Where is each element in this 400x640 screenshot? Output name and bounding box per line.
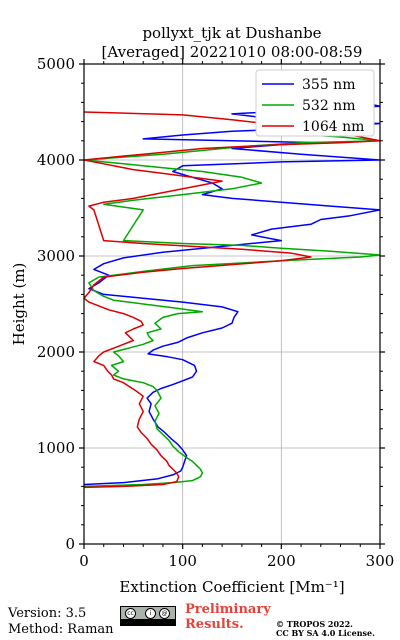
chart-title-line2: [Averaged] 20221010 08:00-08:59 bbox=[102, 43, 363, 61]
y-tick-label-0: 0 bbox=[65, 535, 75, 553]
copyright-notice: © TROPOS 2022. CC BY SA 4.0 License. bbox=[276, 619, 375, 638]
cc-by-sa-icon: cc i @ bbox=[120, 606, 176, 626]
legend: 355 nm 532 nm 1064 nm bbox=[255, 69, 375, 137]
series-line-2 bbox=[84, 111, 380, 489]
preliminary-notice: Preliminary Results. bbox=[185, 602, 271, 632]
x-tick-label-3: 300 bbox=[366, 552, 395, 570]
x-axis-label: Extinction Coefficient [Mm⁻¹] bbox=[119, 578, 344, 596]
version-text: Version: 3.5 bbox=[8, 606, 87, 621]
y-tick-label-3: 3000 bbox=[37, 247, 75, 265]
x-tick-label-0: 0 bbox=[79, 552, 89, 570]
extinction-chart: pollyxt_tjk at Dushanbe [Averaged] 20221… bbox=[10, 24, 395, 596]
cc-circle-icon: cc bbox=[125, 608, 136, 619]
footer-info: Version: 3.5 Method: Raman bbox=[8, 606, 114, 638]
series-line-1 bbox=[84, 132, 380, 488]
y-tick-label-1: 1000 bbox=[37, 439, 75, 457]
x-tick-label-1: 100 bbox=[168, 552, 197, 570]
by-circle-icon: i bbox=[145, 608, 156, 619]
legend-label-2: 1064 nm bbox=[302, 119, 364, 135]
series-line-0 bbox=[84, 101, 380, 486]
x-tick-label-2: 200 bbox=[267, 552, 296, 570]
sa-circle-icon: @ bbox=[159, 608, 170, 619]
plot-area bbox=[84, 101, 380, 489]
y-tick-label-5: 5000 bbox=[37, 55, 75, 73]
legend-label-0: 355 nm bbox=[302, 77, 355, 93]
y-axis-label: Height (m) bbox=[10, 263, 28, 346]
y-tick-label-2: 2000 bbox=[37, 343, 75, 361]
y-tick-label-4: 4000 bbox=[37, 151, 75, 169]
chart-title-line1: pollyxt_tjk at Dushanbe bbox=[142, 24, 321, 42]
legend-box bbox=[255, 69, 375, 137]
legend-label-1: 532 nm bbox=[302, 98, 355, 114]
axes-frame bbox=[83, 63, 381, 545]
method-text: Method: Raman bbox=[8, 622, 114, 637]
